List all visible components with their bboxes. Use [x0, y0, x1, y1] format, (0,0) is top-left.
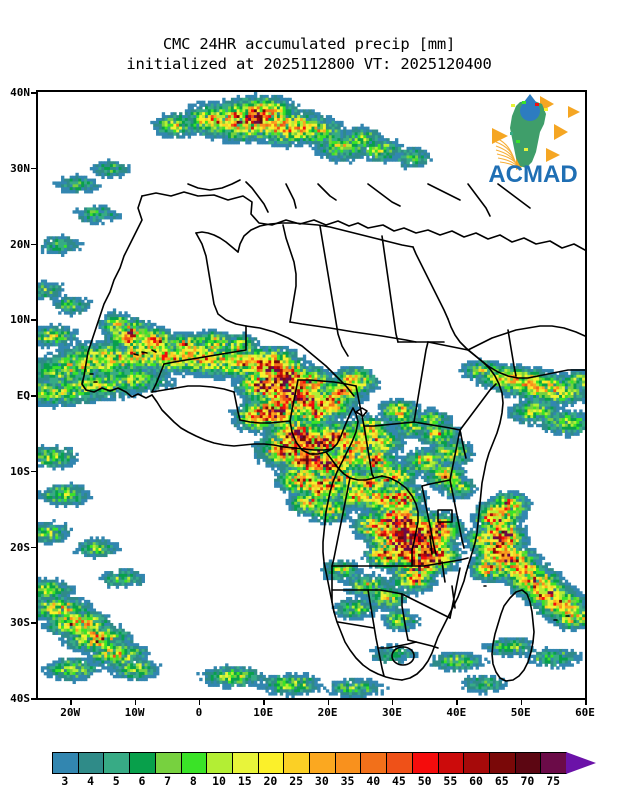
colorbar-label-25: 25 — [289, 774, 304, 788]
x-axis-label-10e: 10E — [253, 706, 274, 719]
precipitation-field — [38, 92, 585, 698]
colorbar-label-35: 35 — [340, 774, 355, 788]
acmad-logo: ACMAD — [480, 92, 586, 188]
colorbar-label-70: 70 — [520, 774, 535, 788]
x-axis-label-50e: 50E — [510, 706, 531, 719]
colorbar-label-55: 55 — [443, 774, 458, 788]
colorbar-swatch-20[interactable] — [257, 752, 284, 774]
colorbar-label-40: 40 — [366, 774, 381, 788]
x-axis-tick — [391, 700, 394, 705]
colorbar-swatch-4[interactable] — [77, 752, 104, 774]
x-axis-tick — [70, 700, 72, 705]
y-axis-label-30s: 30S — [10, 616, 30, 630]
y-axis-tick — [31, 167, 36, 170]
y-axis-label-20s: 20S — [10, 540, 30, 554]
colorbar-swatch-40[interactable] — [360, 752, 387, 774]
colorbar-label-45: 45 — [392, 774, 406, 788]
colorbar-label-6: 6 — [138, 774, 146, 788]
logo-droplet — [520, 94, 540, 121]
y-axis-tick — [31, 92, 36, 94]
colorbar-swatch-5[interactable] — [103, 752, 130, 774]
above-maximum-arrow — [566, 752, 596, 774]
colorbar-swatch-10[interactable] — [206, 752, 233, 774]
colorbar-label-8: 8 — [189, 774, 197, 788]
colorbar-label-10: 10 — [212, 774, 226, 788]
colorbar-swatch-75[interactable] — [540, 752, 567, 774]
colorbar-label-7: 7 — [164, 774, 172, 788]
logo-precip-specks — [510, 101, 548, 151]
colorbar-label-4: 4 — [87, 774, 95, 788]
x-axis-label-20w: 20W — [60, 706, 81, 719]
colorbar-swatch-45[interactable] — [386, 752, 413, 774]
x-axis-label-30e: 30E — [382, 706, 402, 719]
colorbar-swatch-8[interactable] — [180, 752, 207, 774]
x-axis-tick — [134, 700, 137, 705]
colorbar-swatch-15[interactable] — [231, 752, 259, 774]
x-axis-tick — [456, 700, 458, 705]
colorbar-swatch-50[interactable] — [411, 752, 439, 774]
y-axis-label-10n: 10N — [10, 313, 30, 327]
colorbar-label-5: 5 — [112, 774, 120, 788]
colorbar-swatch-3[interactable] — [52, 752, 79, 774]
x-axis-tick — [585, 700, 587, 705]
colorbar-swatch-35[interactable] — [334, 752, 361, 774]
logo-rays — [495, 137, 519, 170]
y-axis-tick — [31, 698, 36, 700]
title-line-2: initialized at 2025112800 VT: 2025120400 — [126, 55, 492, 73]
y-axis-tick — [31, 470, 36, 473]
colorbar-swatch-65[interactable] — [488, 752, 516, 774]
x-axis-label-60e: 60E — [575, 706, 595, 719]
y-axis-label-30n: 30N — [10, 161, 30, 175]
colorbar-label-75: 75 — [546, 774, 561, 788]
x-axis-label-0: 0 — [195, 706, 203, 719]
colorbar-label-50: 50 — [417, 774, 432, 788]
colorbar-label-20: 20 — [263, 774, 278, 788]
y-axis-label-40s: 40S — [10, 692, 30, 705]
colorbar-label-15: 15 — [237, 774, 252, 788]
x-axis-tick — [327, 700, 330, 705]
y-axis-label-40n: 40N — [10, 86, 30, 99]
colorbar-label-30: 30 — [314, 774, 329, 788]
country-borders — [81, 179, 585, 682]
x-axis-label-40e: 40E — [446, 706, 467, 719]
y-axis-label-20n: 20N — [10, 237, 30, 251]
x-axis-tick — [198, 700, 201, 705]
logo-text: ACMAD — [488, 161, 577, 188]
colorbar-label-3: 3 — [61, 774, 69, 788]
y-axis-tick — [31, 395, 36, 397]
colorbar-swatch-70[interactable] — [514, 752, 541, 774]
precipitation-map — [38, 92, 585, 698]
colorbar-swatch-55[interactable] — [437, 752, 464, 774]
colorbar-swatches[interactable] — [52, 752, 567, 774]
map-plot-area[interactable] — [36, 90, 587, 700]
colorbar-swatch-25[interactable] — [283, 752, 310, 774]
x-axis-tick — [520, 700, 523, 705]
y-axis-tick — [31, 622, 36, 624]
x-axis-label-20e: 20E — [317, 706, 338, 719]
x-axis-tick — [263, 700, 265, 705]
colorbar-swatch-7[interactable] — [154, 752, 182, 774]
chart-title-block: CMC 24HR accumulated precip [mm] initial… — [0, 34, 618, 74]
y-axis-label-eq: EQ — [16, 389, 30, 402]
y-axis-tick — [31, 546, 36, 548]
x-axis-label-10w: 10W — [124, 706, 145, 719]
title-line-1: CMC 24HR accumulated precip [mm] — [162, 35, 456, 53]
colorbar-swatch-60[interactable] — [463, 752, 490, 774]
colorbar-label-65: 65 — [494, 774, 509, 788]
colorbar-swatch-30[interactable] — [309, 752, 336, 774]
y-axis-tick — [31, 243, 36, 245]
y-axis-label-10s: 10S — [10, 464, 30, 478]
colorbar-label-60: 60 — [469, 774, 483, 788]
colorbar[interactable]: 3 4 5 6 7 8 10 15 20 25 30 35 40 45 50 55 60 65 70 75 — [0, 748, 618, 796]
colorbar-swatch-6[interactable] — [129, 752, 156, 774]
y-axis-tick — [31, 319, 36, 321]
